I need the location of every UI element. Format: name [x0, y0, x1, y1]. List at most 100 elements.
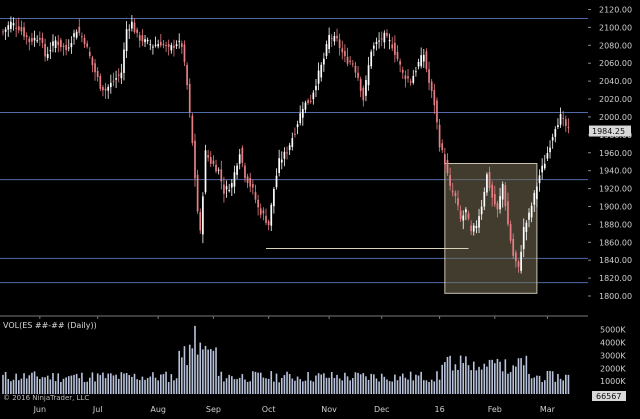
- candle-body: [378, 40, 380, 42]
- volume-bar: [457, 369, 459, 394]
- volume-bar: [165, 371, 167, 394]
- candle-body: [149, 44, 152, 46]
- volume-bar: [181, 357, 183, 394]
- candle-body: [215, 164, 217, 172]
- volume-bar: [39, 378, 41, 394]
- candle-body: [46, 54, 49, 58]
- candle: [75, 29, 78, 40]
- candle: [278, 149, 280, 177]
- candle: [320, 62, 323, 82]
- volume-bar: [451, 370, 454, 394]
- candle-body: [173, 45, 175, 48]
- candle-body: [325, 44, 328, 56]
- time-tick-label: Sep: [206, 405, 221, 414]
- volume-bar: [102, 372, 104, 394]
- candle-body: [554, 129, 557, 137]
- candle-body: [60, 39, 62, 48]
- price-panel: [0, 15, 588, 294]
- candle: [296, 120, 299, 135]
- candle: [20, 20, 23, 36]
- candle: [157, 39, 160, 49]
- candle: [254, 184, 257, 204]
- candle: [209, 151, 212, 167]
- candle: [538, 169, 541, 192]
- candle: [128, 24, 131, 40]
- volume-bar: [146, 378, 149, 394]
- volume-bar: [283, 375, 286, 394]
- volume-bar: [294, 380, 296, 394]
- volume-bar: [31, 372, 33, 394]
- volume-bar: [320, 374, 323, 394]
- volume-bar: [441, 364, 444, 394]
- candle-body: [94, 63, 96, 73]
- candle: [417, 58, 420, 70]
- volume-bar: [144, 379, 146, 394]
- candle-body: [467, 213, 470, 219]
- volume-bar: [491, 359, 493, 394]
- candle: [357, 66, 359, 81]
- candle: [180, 40, 183, 54]
- volume-bar: [225, 378, 228, 394]
- volume-bar: [238, 377, 241, 394]
- candle-body: [267, 221, 270, 226]
- candle-body: [23, 27, 25, 37]
- candle-body: [341, 48, 344, 53]
- candle: [380, 31, 383, 47]
- volume-bar: [388, 381, 391, 394]
- volume-bar: [86, 381, 88, 394]
- volume-bar: [4, 371, 7, 394]
- volume-bar: [430, 379, 433, 394]
- candle-body: [236, 165, 238, 175]
- candle: [323, 52, 325, 72]
- volume-bar: [528, 373, 530, 394]
- candle: [536, 182, 538, 208]
- candle-body: [446, 160, 449, 174]
- volume-bar: [44, 377, 46, 394]
- candle: [257, 194, 259, 216]
- candle: [493, 185, 496, 208]
- time-tick-label: Oct: [262, 405, 276, 414]
- candle: [317, 62, 320, 91]
- candle: [170, 42, 173, 54]
- candle-body: [351, 63, 354, 65]
- candle: [175, 40, 178, 50]
- candle: [291, 132, 294, 151]
- volume-bar: [344, 372, 346, 394]
- candle-body: [517, 261, 520, 267]
- candle: [162, 39, 165, 49]
- candle: [196, 169, 199, 214]
- volume-bar: [415, 374, 417, 394]
- candle-body: [396, 51, 399, 59]
- candle: [483, 187, 486, 211]
- volume-last-badge: 66567: [592, 391, 626, 401]
- candle: [443, 147, 446, 172]
- candle: [131, 15, 133, 32]
- candle: [467, 210, 470, 221]
- candle: [12, 17, 15, 31]
- volume-bar: [73, 374, 75, 394]
- candle-body: [141, 35, 144, 42]
- candle-body: [354, 65, 357, 73]
- volume-bar: [483, 363, 486, 394]
- volume-tick-label: 1000K: [600, 377, 626, 386]
- volume-bar: [36, 376, 38, 394]
- volume-bar: [62, 378, 65, 394]
- candle-body: [162, 44, 165, 46]
- candle: [10, 16, 12, 33]
- volume-bar: [425, 380, 428, 394]
- candle-body: [57, 41, 60, 46]
- candle-body: [299, 113, 302, 124]
- volume-bar: [541, 382, 543, 394]
- candle-body: [241, 147, 244, 163]
- candle: [7, 21, 10, 37]
- last-price-badge: 1984.25: [589, 125, 631, 137]
- volume-bar: [78, 378, 81, 394]
- volume-last-label: 66567: [596, 392, 621, 401]
- candle-body: [425, 51, 428, 70]
- volume-bar: [375, 378, 378, 394]
- candle: [304, 100, 307, 113]
- candle: [144, 34, 146, 48]
- volume-bar: [236, 379, 238, 394]
- candle: [96, 67, 99, 82]
- candle: [351, 59, 354, 68]
